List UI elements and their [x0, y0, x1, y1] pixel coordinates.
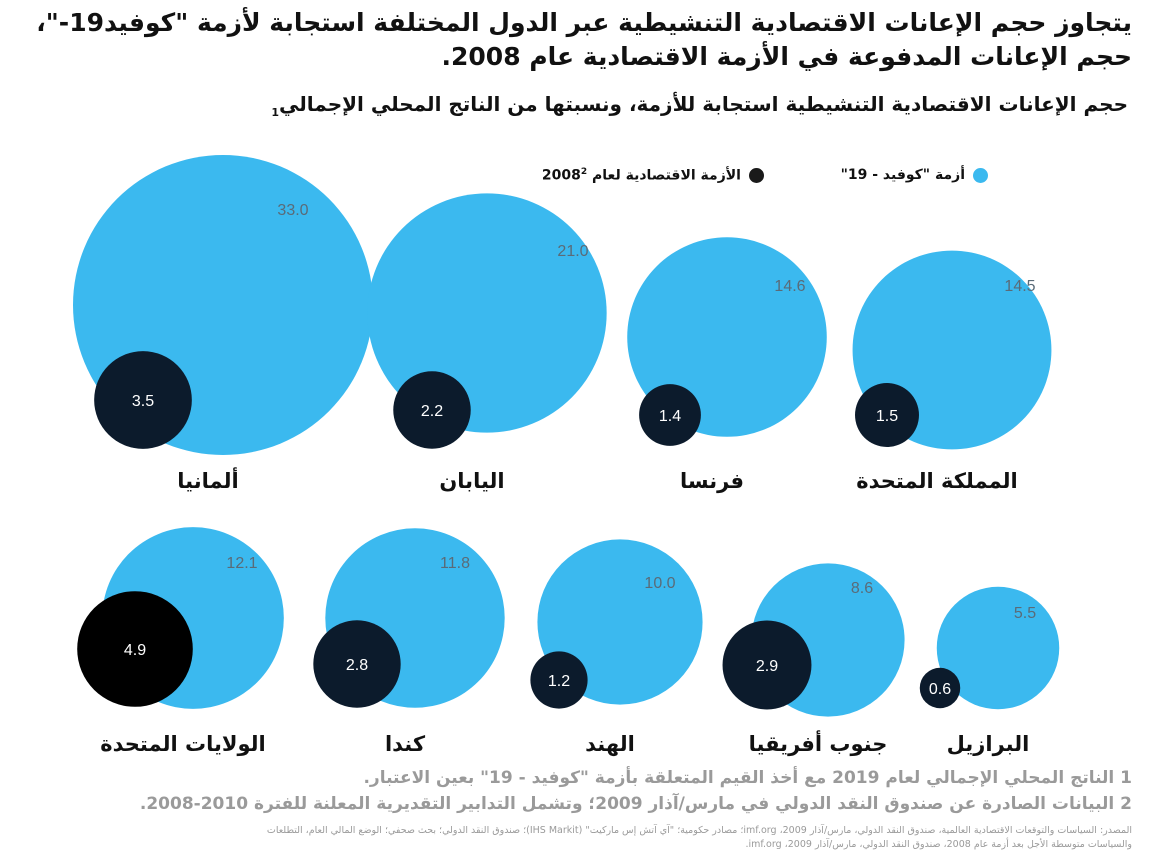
value-label-covid: 14.6	[774, 278, 805, 295]
value-label-2008: 2.8	[346, 657, 368, 674]
value-label-2008: 1.2	[548, 673, 570, 690]
subtitle-text: حجم الإعانات الاقتصادية التنشيطية استجاب…	[279, 92, 1128, 116]
country-label: الهند	[585, 732, 635, 756]
value-label-covid: 33.0	[277, 202, 308, 219]
bubble-2008	[530, 651, 588, 709]
value-label-2008: 1.4	[659, 408, 681, 425]
country-label: المملكة المتحدة	[856, 469, 1017, 493]
title-line-1: يتجاوز حجم الإعانات الاقتصادية التنشيطية…	[36, 8, 1132, 37]
footnote-2: 2 البيانات الصادرة عن صندوق النقد الدولي…	[139, 794, 1132, 814]
value-label-2008: 2.9	[756, 658, 778, 675]
legend-label-covid: أزمة "كوفيد - 19"	[840, 167, 965, 183]
legend-label-2008: الأزمة الاقتصادية لعام 20082	[542, 167, 741, 184]
legend-item-2008: الأزمة الاقتصادية لعام 20082	[542, 167, 764, 184]
bubble-2008	[919, 667, 961, 709]
legend-item-covid: أزمة "كوفيد - 19"	[841, 167, 988, 183]
value-label-covid: 14.5	[1004, 278, 1035, 295]
value-label-2008: 2.2	[421, 403, 443, 420]
value-label-covid: 12.1	[226, 555, 257, 572]
value-label-covid: 5.5	[1014, 605, 1036, 622]
country-label: الولايات المتحدة	[100, 732, 265, 756]
source-line-2: والسياسات متوسطة الأجل بعد أزمة عام 2008…	[745, 839, 1132, 850]
legend-swatch-2008	[749, 167, 764, 183]
value-label-2008: 1.5	[876, 408, 898, 425]
bubble-chart: 33.0 3.5 ألمانيا 21.0 2.2 اليابان 14.6 1.4 فرنسا…	[73, 155, 1060, 756]
chart-subtitle: حجم الإعانات الاقتصادية التنشيطية استجاب…	[271, 92, 1128, 119]
source-line-1: المصدر: السياسات والتوقعات الاقتصادية ال…	[266, 825, 1132, 836]
legend-swatch-covid	[973, 167, 988, 183]
country-label: جنوب أفريقيا	[749, 729, 888, 756]
value-label-covid: 10.0	[644, 575, 675, 592]
bubble-2008	[393, 371, 471, 449]
value-label-2008: 4.9	[124, 642, 146, 659]
value-label-2008: 0.6	[929, 681, 951, 698]
value-label-2008: 3.5	[132, 393, 154, 410]
bubble-2008	[313, 620, 401, 708]
country-label: ألمانيا	[177, 466, 238, 493]
bubble-2008	[722, 620, 812, 710]
legend-footnote-marker: 2	[580, 167, 588, 177]
bubble-2008	[855, 383, 919, 447]
subtitle-footnote-marker: 1	[271, 106, 280, 119]
bubble-2008	[94, 351, 192, 449]
bubble-2008	[77, 591, 193, 707]
legend-label-2008-text: الأزمة الاقتصادية لعام 2008	[541, 167, 741, 184]
bubble-2008	[639, 384, 701, 446]
title-line-2: حجم الإعانات المدفوعة في الأزمة الاقتصاد…	[441, 42, 1132, 71]
country-label: فرنسا	[680, 469, 744, 493]
country-label: كندا	[385, 732, 426, 756]
country-label: البرازيل	[947, 732, 1030, 756]
value-label-covid: 8.6	[851, 580, 873, 597]
bubble-covid	[936, 586, 1060, 710]
country-label: اليابان	[439, 469, 504, 493]
value-label-covid: 21.0	[557, 243, 588, 260]
value-label-covid: 11.8	[440, 555, 470, 572]
footnote-1: 1 الناتج المحلي الإجمالي لعام 2019 مع أخ…	[363, 768, 1132, 788]
